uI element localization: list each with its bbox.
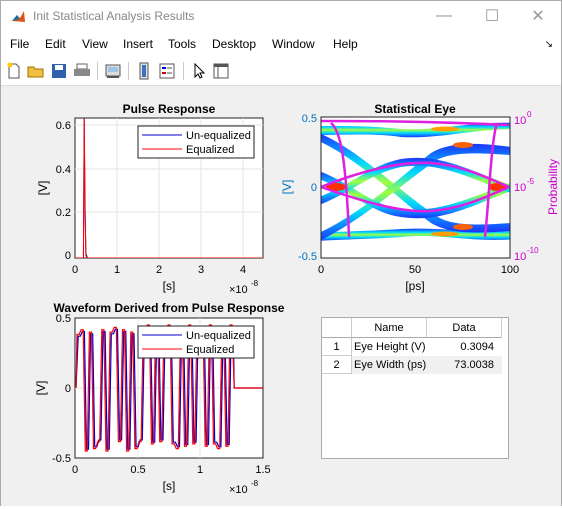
close-button[interactable]: ✕ xyxy=(531,8,545,25)
legend-entry: Equalized xyxy=(186,144,234,156)
eye-xtick: 50 xyxy=(409,264,421,276)
toolbar-separator xyxy=(128,62,129,80)
waveform-title: Waveform Derived from Pulse Response xyxy=(54,301,285,315)
eye-axes-frame xyxy=(320,116,511,259)
column-header-data[interactable]: Data xyxy=(427,318,502,338)
eye-rtick-exp: -10 xyxy=(527,246,539,255)
waveform-ytick: -0.5 xyxy=(52,453,71,465)
menu-insert[interactable]: Insert xyxy=(123,37,154,51)
eye-xtick: 100 xyxy=(501,264,519,276)
pointer-icon[interactable] xyxy=(189,61,209,81)
pulse-xtick: 3 xyxy=(198,264,204,276)
title-bar: Init Statistical Analysis Results — ☐ ✕ xyxy=(1,1,561,31)
link-icon[interactable] xyxy=(103,61,123,81)
eye-rtick: 10 xyxy=(514,115,526,127)
eye-title: Statistical Eye xyxy=(374,102,456,116)
toolbar-separator xyxy=(97,62,98,80)
waveform-exponent: ×10 xyxy=(229,484,248,496)
eye-xtick: 0 xyxy=(318,264,324,276)
pulse-ytick: 0.2 xyxy=(56,207,71,219)
menu-bar: File Edit View Insert Tools Desktop Wind… xyxy=(1,31,561,57)
waveform-exponent-power: -8 xyxy=(251,479,259,488)
pulse-response-plot: Pulse Response 0 0.2 0.4 0.6 0 1 2 3 4 [… xyxy=(36,102,264,296)
eye-right-label: Probability xyxy=(546,159,560,215)
menu-edit[interactable]: Edit xyxy=(45,37,66,51)
new-figure-icon[interactable] xyxy=(4,61,24,81)
window-title: Init Statistical Analysis Results xyxy=(33,9,195,23)
legend-entry: Un-equalized xyxy=(186,130,251,142)
figure-canvas: Pulse Response 0 0.2 0.4 0.6 0 1 2 3 4 [… xyxy=(1,86,561,506)
pulse-exponent-power: -8 xyxy=(251,279,259,288)
waveform-ytick: 0.5 xyxy=(56,313,71,325)
pulse-ytick: 0 xyxy=(65,250,71,262)
waveform-xtick: 0 xyxy=(72,464,78,476)
waveform-ytick: 0 xyxy=(65,383,71,395)
property-inspector-icon[interactable] xyxy=(211,61,231,81)
menu-tools[interactable]: Tools xyxy=(168,37,197,51)
results-table[interactable]: Name Data 1 Eye Height (V) 0.3094 2 Eye … xyxy=(321,317,509,459)
waveform-legend[interactable]: Un-equalized Equalized xyxy=(137,325,255,359)
column-header-name[interactable]: Name xyxy=(352,318,427,338)
pulse-ylabel: [V] xyxy=(36,181,50,196)
eye-ytick: 0.5 xyxy=(302,113,317,125)
menu-view[interactable]: View xyxy=(82,37,108,51)
eye-rtick-exp: 0 xyxy=(527,110,532,119)
pulse-xtick: 2 xyxy=(156,264,162,276)
menu-window[interactable]: Window xyxy=(272,37,315,51)
row-index: 1 xyxy=(322,338,352,356)
legend-entry: Un-equalized xyxy=(186,330,251,342)
colorbar-icon[interactable] xyxy=(134,61,154,81)
pulse-equalized-line xyxy=(75,118,263,258)
pulse-legend[interactable]: Un-equalized Equalized xyxy=(137,125,255,159)
waveform-xtick: 1.5 xyxy=(255,464,270,476)
figure-toolbar xyxy=(1,57,561,86)
waveform-plot: Waveform Derived from Pulse Response 0.5… xyxy=(34,301,285,496)
pulse-xtick: 0 xyxy=(72,264,78,276)
maximize-button[interactable]: ☐ xyxy=(484,8,500,25)
eye-ytick: -0.5 xyxy=(298,251,317,263)
menu-file[interactable]: File xyxy=(10,37,30,51)
eye-rtick: 10 xyxy=(514,251,526,263)
pulse-exponent: ×10 xyxy=(229,284,248,296)
legend-entry: Equalized xyxy=(186,344,234,356)
pulse-xtick: 1 xyxy=(114,264,120,276)
table-corner xyxy=(322,318,352,338)
save-icon[interactable] xyxy=(49,61,69,81)
eye-contour xyxy=(320,119,510,238)
eye-ylabel: [V] xyxy=(280,180,294,195)
waveform-xtick: 1 xyxy=(197,464,203,476)
pulse-xtick: 4 xyxy=(240,264,246,276)
menu-help[interactable]: Help xyxy=(333,37,358,51)
cell-name[interactable]: Eye Width (ps) xyxy=(352,356,427,374)
open-file-icon[interactable] xyxy=(26,61,46,81)
eye-rtick: 10 xyxy=(514,182,526,194)
plots-svg: Pulse Response 0 0.2 0.4 0.6 0 1 2 3 4 [… xyxy=(34,102,560,496)
minimize-button[interactable]: — xyxy=(436,7,452,24)
pulse-title: Pulse Response xyxy=(123,102,216,116)
pulse-ytick: 0.6 xyxy=(56,120,71,132)
legend-icon[interactable] xyxy=(157,61,177,81)
statistical-eye-plot: Statistical Eye 0.5 0 -0.5 [V] 0 50 100 … xyxy=(280,102,560,293)
print-icon[interactable] xyxy=(72,61,92,81)
cell-value[interactable]: 0.3094 xyxy=(460,341,494,353)
toolbar-separator xyxy=(183,62,184,80)
cell-value[interactable]: 73.0038 xyxy=(427,356,502,374)
pulse-xlabel: [s] xyxy=(163,279,176,293)
eye-ytick: 0 xyxy=(311,182,317,194)
eye-xlabel: [ps] xyxy=(405,279,424,293)
pulse-ytick: 0.4 xyxy=(56,164,71,176)
eye-rtick-exp: -5 xyxy=(527,177,535,186)
waveform-ylabel: [V] xyxy=(34,381,48,396)
matlab-icon xyxy=(10,9,26,25)
dock-arrow-icon[interactable]: ↘ xyxy=(544,39,553,50)
row-index: 2 xyxy=(322,356,352,374)
waveform-xtick: 0.5 xyxy=(130,464,145,476)
cell-name[interactable]: Eye Height (V) xyxy=(354,341,426,353)
waveform-xlabel: [s] xyxy=(163,479,176,493)
menu-desktop[interactable]: Desktop xyxy=(212,37,257,51)
